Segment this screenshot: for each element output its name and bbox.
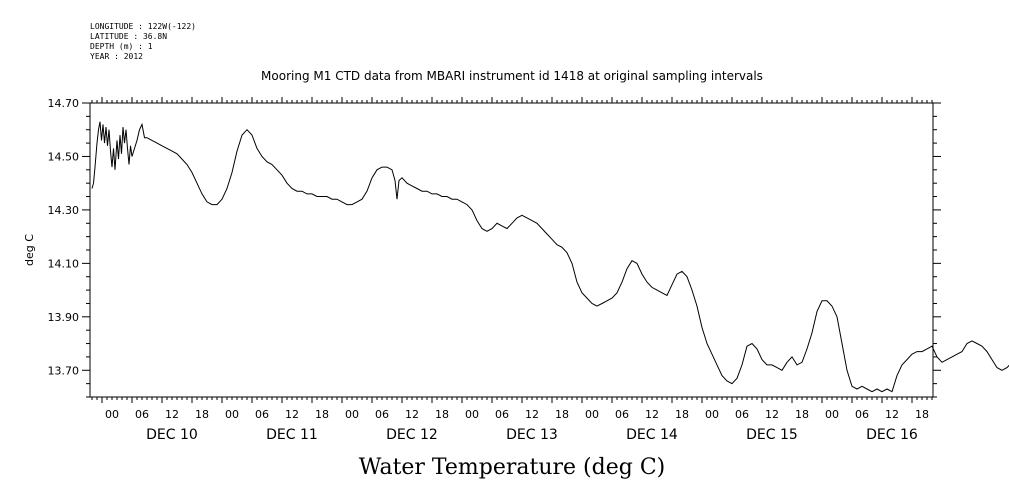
depth-text: DEPTH (m) : 1 bbox=[90, 42, 153, 51]
x-tick-label: 12 bbox=[525, 408, 539, 421]
x-tick-label: 12 bbox=[165, 408, 179, 421]
metadata-block: LONGITUDE : 122W(-122) LATITUDE : 36.8N … bbox=[90, 22, 196, 62]
x-tick-label: 18 bbox=[555, 408, 569, 421]
x-tick-label: 00 bbox=[345, 408, 359, 421]
x-tick-label: 06 bbox=[495, 408, 509, 421]
x-tick-label: 06 bbox=[255, 408, 269, 421]
x-tick-label: 18 bbox=[195, 408, 209, 421]
y-tick-label: 14.70 bbox=[48, 97, 80, 110]
x-tick-label: 06 bbox=[855, 408, 869, 421]
x-day-label: DEC 10 bbox=[146, 427, 198, 443]
x-tick-label: 06 bbox=[615, 408, 629, 421]
x-tick-label: 00 bbox=[705, 408, 719, 421]
x-day-labels: DEC 10 DEC 11 DEC 12 DEC 13 DEC 14 DEC 15 DEC … bbox=[146, 427, 918, 443]
x-tick-label: 18 bbox=[795, 408, 809, 421]
x-tick-label: 06 bbox=[375, 408, 389, 421]
x-axis-label: Water Temperature (deg C) bbox=[359, 455, 666, 480]
year-text: YEAR : 2012 bbox=[90, 52, 143, 61]
x-tick-label: 18 bbox=[435, 408, 449, 421]
x-tick-label: 00 bbox=[225, 408, 239, 421]
y-axis-label: deg C bbox=[23, 234, 36, 266]
plot-frame bbox=[89, 102, 934, 398]
x-day-label: DEC 14 bbox=[626, 427, 678, 443]
x-tick-label: 18 bbox=[915, 408, 929, 421]
x-tick-label: 18 bbox=[675, 408, 689, 421]
x-day-label: DEC 11 bbox=[266, 427, 318, 443]
y-tick-label: 14.50 bbox=[48, 150, 80, 163]
x-tick-label: 00 bbox=[825, 408, 839, 421]
x-tick-label: 00 bbox=[105, 408, 119, 421]
x-tick-label: 12 bbox=[405, 408, 419, 421]
x-day-label: DEC 16 bbox=[866, 427, 918, 443]
x-day-label: DEC 13 bbox=[506, 427, 558, 443]
series-line bbox=[91, 121, 1009, 393]
x-tick-label: 12 bbox=[885, 408, 899, 421]
y-tick-labels: 13.70 13.90 14.10 14.30 14.50 14.70 bbox=[48, 97, 80, 377]
x-tick-label: 12 bbox=[765, 408, 779, 421]
y-tick-label: 13.70 bbox=[48, 364, 80, 377]
longitude-text: LONGITUDE : 122W(-122) bbox=[90, 22, 196, 31]
y-tick-label: 14.10 bbox=[48, 257, 80, 270]
tick-group bbox=[82, 97, 941, 403]
y-tick-label: 14.30 bbox=[48, 204, 80, 217]
x-tick-label: 06 bbox=[135, 408, 149, 421]
x-tick-labels: 00 06 12 18 00 06 12 18 00 06 12 18 00 06 12 18 00 06 12 18… bbox=[105, 408, 929, 421]
x-tick-label: 00 bbox=[585, 408, 599, 421]
x-day-label: DEC 12 bbox=[386, 427, 438, 443]
x-tick-label: 06 bbox=[735, 408, 749, 421]
x-day-label: DEC 15 bbox=[746, 427, 798, 443]
chart-title: Mooring M1 CTD data from MBARI instrumen… bbox=[261, 69, 763, 83]
y-tick-label: 13.90 bbox=[48, 311, 80, 324]
x-tick-label: 00 bbox=[465, 408, 479, 421]
latitude-text: LATITUDE : 36.8N bbox=[90, 32, 168, 41]
x-tick-label: 12 bbox=[285, 408, 299, 421]
x-tick-label: 12 bbox=[645, 408, 659, 421]
x-tick-label: 18 bbox=[315, 408, 329, 421]
